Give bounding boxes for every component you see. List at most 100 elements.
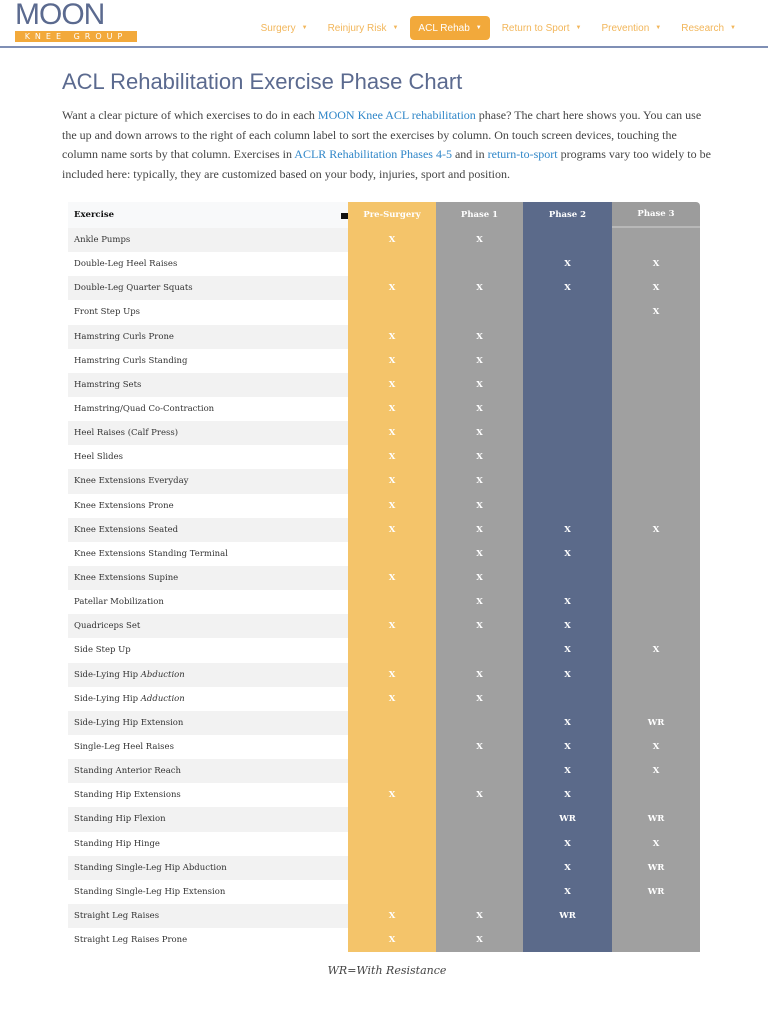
table-row: Heel Raises (Calf Press) X X bbox=[68, 421, 700, 446]
phase-cell: X bbox=[436, 372, 523, 397]
table-row: Knee Extensions Supine X X bbox=[68, 565, 700, 591]
nav-item-surgery[interactable]: Surgery ▼ bbox=[253, 16, 316, 40]
phase-cell bbox=[523, 421, 612, 446]
exercise-label-italic: Adduction bbox=[140, 693, 185, 704]
phase-cell bbox=[523, 324, 612, 349]
phase-cell bbox=[612, 372, 700, 397]
exercise-name: Side-Lying Hip Abduction bbox=[68, 662, 348, 687]
exercise-name: Quadriceps Set bbox=[68, 614, 348, 639]
column-header-phase-3[interactable]: Phase 3 bbox=[612, 202, 700, 228]
phase-cell bbox=[436, 710, 523, 735]
table-row: Hamstring Curls Prone X X bbox=[68, 324, 700, 349]
phase-cell bbox=[523, 493, 612, 518]
phase-cell: X bbox=[348, 228, 436, 253]
phase-cell: X bbox=[523, 662, 612, 687]
sort-icon[interactable] bbox=[341, 213, 348, 219]
exercise-name: Single-Leg Heel Raises bbox=[68, 735, 348, 759]
phase-cell: X bbox=[436, 783, 523, 808]
phase-cell bbox=[523, 565, 612, 591]
phase-cell bbox=[612, 903, 700, 929]
exercise-name: Straight Leg Raises Prone bbox=[68, 928, 348, 952]
link-acl-rehab[interactable]: MOON Knee ACL rehabilitation bbox=[317, 108, 476, 122]
phase-cell: X bbox=[523, 590, 612, 615]
link-aclr-phases[interactable]: ACLR Rehabilitation Phases 4-5 bbox=[294, 147, 452, 161]
exercise-label: Ankle Pumps bbox=[74, 235, 131, 246]
nav-item-acl-rehab[interactable]: ACL Rehab ▼ bbox=[410, 16, 490, 40]
exercise-label: Standing Hip Extensions bbox=[74, 790, 181, 801]
exercise-label: Hamstring Curls Standing bbox=[74, 355, 188, 366]
nav-label: Reinjury Risk bbox=[327, 22, 387, 34]
exercise-label: Hamstring Curls Prone bbox=[74, 331, 174, 342]
moon-logo[interactable]: MOON KNEE GROUP bbox=[15, 0, 139, 44]
column-header-phase-1[interactable]: Phase 1 bbox=[436, 202, 523, 228]
column-header-exercise[interactable]: Exercise bbox=[68, 202, 348, 228]
exercise-name: Hamstring Curls Standing bbox=[68, 349, 348, 373]
phase-cell: X bbox=[436, 541, 523, 566]
phase-cell: X bbox=[436, 493, 523, 518]
column-header-phase-2[interactable]: Phase 2 bbox=[523, 202, 612, 228]
exercise-label: Double-Leg Quarter Squats bbox=[74, 283, 193, 294]
exercise-name: Standing Hip Extensions bbox=[68, 783, 348, 807]
table-row: Single-Leg Heel Raises X X X bbox=[68, 734, 700, 760]
phase-cell bbox=[612, 348, 700, 373]
phase-cell: X bbox=[348, 372, 436, 397]
phase-cell bbox=[612, 614, 700, 639]
phase-cell: X bbox=[348, 276, 436, 301]
column-header-pre-surgery[interactable]: Pre-Surgery bbox=[348, 202, 436, 228]
nav-label: Surgery bbox=[260, 22, 296, 34]
exercise-label: Single-Leg Heel Raises bbox=[74, 742, 174, 753]
phase-cell bbox=[612, 469, 700, 494]
exercise-phase-table: Exercise Pre-Surgery Phase 1 Phase 2 Pha… bbox=[68, 202, 700, 953]
nav-item-return-to-sport[interactable]: Return to Sport ▼ bbox=[494, 16, 590, 40]
phase-cell bbox=[612, 396, 700, 422]
nav-item-prevention[interactable]: Prevention ▼ bbox=[593, 16, 669, 40]
phase-cell: X bbox=[612, 517, 700, 542]
phase-cell: X bbox=[523, 252, 612, 277]
phase-cell bbox=[348, 831, 436, 856]
phase-cell bbox=[348, 759, 436, 784]
table-header-row: Exercise Pre-Surgery Phase 1 Phase 2 Pha… bbox=[68, 202, 700, 228]
nav-item-research[interactable]: Research ▼ bbox=[673, 16, 744, 40]
phase-cell bbox=[612, 928, 700, 953]
table-row: Hamstring Curls Standing X X bbox=[68, 348, 700, 373]
exercise-label: Front Step Ups bbox=[74, 307, 141, 318]
exercise-name: Side-Lying Hip Adduction bbox=[68, 687, 348, 711]
phase-cell bbox=[523, 372, 612, 397]
phase-cell: X bbox=[523, 831, 612, 856]
phase-cell: X bbox=[348, 903, 436, 929]
main-nav: Surgery ▼ Reinjury Risk ▼ ACL Rehab ▼ Return t… bbox=[253, 16, 744, 40]
phase-cell bbox=[612, 324, 700, 349]
phase-cell bbox=[348, 879, 436, 904]
intro-paragraph: Want a clear picture of which exercises … bbox=[62, 106, 712, 184]
logo-subtext: KNEE GROUP bbox=[15, 31, 137, 42]
exercise-name: Double-Leg Heel Raises bbox=[68, 252, 348, 276]
intro-text: and in bbox=[451, 147, 488, 161]
exercise-name: Knee Extensions Everyday bbox=[68, 469, 348, 494]
table-row: Standing Single-Leg Hip Extension X WR bbox=[68, 879, 700, 904]
link-return-to-sport[interactable]: return-to-sport bbox=[487, 147, 558, 161]
phase-cell bbox=[348, 734, 436, 760]
phase-cell: WR bbox=[612, 855, 700, 880]
phase-cell bbox=[523, 686, 612, 711]
table-row: Hamstring Sets X X bbox=[68, 372, 700, 397]
footnote: WR=With Resistance bbox=[327, 964, 447, 978]
phase-cell bbox=[348, 541, 436, 566]
table-row: Side-Lying Hip Abduction X X X bbox=[68, 662, 700, 687]
phase-cell bbox=[348, 252, 436, 277]
phase-cell: X bbox=[348, 783, 436, 808]
header-label: Exercise bbox=[74, 210, 115, 220]
intro-text: programs vary too widely to be included … bbox=[62, 147, 711, 181]
nav-item-reinjury-risk[interactable]: Reinjury Risk ▼ bbox=[320, 16, 407, 40]
exercise-name: Heel Slides bbox=[68, 445, 348, 469]
phase-cell: X bbox=[523, 855, 612, 880]
phase-cell: X bbox=[436, 324, 523, 349]
table-row: Knee Extensions Everyday X X bbox=[68, 469, 700, 494]
phase-cell: X bbox=[436, 396, 523, 422]
phase-cell: X bbox=[436, 445, 523, 470]
table-row: Side Step Up X X bbox=[68, 638, 700, 663]
intro-text: phase? The chart here shows you. You can… bbox=[62, 108, 702, 161]
exercise-label: Standing Single-Leg Hip Extension bbox=[74, 886, 226, 897]
exercise-name: Knee Extensions Supine bbox=[68, 565, 348, 591]
exercise-label: Straight Leg Raises Prone bbox=[74, 935, 188, 946]
phase-cell bbox=[348, 855, 436, 880]
